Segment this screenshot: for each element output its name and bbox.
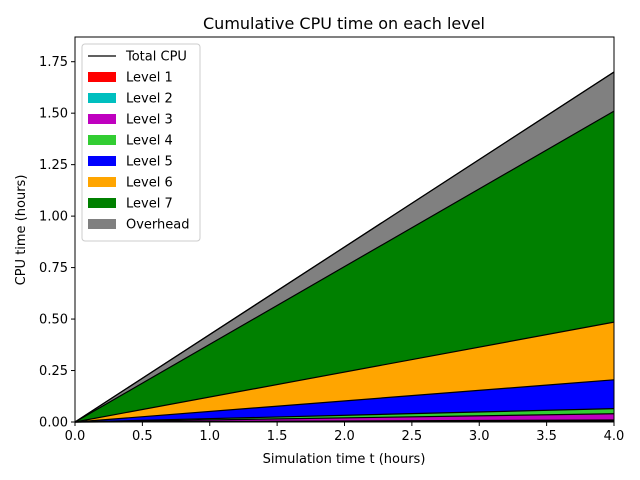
y-tick-label: 1.25 <box>39 158 68 173</box>
legend-label-level-7: Level 7 <box>126 197 173 212</box>
series-line-total-cpu <box>74 71 615 423</box>
legend-swatch-overhead <box>88 219 116 229</box>
x-axis-label: Simulation time t (hours) <box>263 452 426 467</box>
y-tick-label: 1.50 <box>39 107 68 122</box>
y-axis-label: CPU time (hours) <box>14 175 29 286</box>
boundary-level-4 <box>74 408 615 423</box>
legend-label-level-6: Level 6 <box>126 176 173 191</box>
legend-label-level-1: Level 1 <box>126 71 173 86</box>
boundary-level-5 <box>74 379 615 423</box>
y-tick-label: 0.25 <box>39 364 68 379</box>
legend-swatch-level-1 <box>88 72 116 82</box>
x-tick-label: 0.0 <box>65 429 86 444</box>
legend: Total CPU Level 1 Level 2 Level 3 Level 4 Lev… <box>81 43 201 242</box>
y-tick-label: 1.00 <box>39 210 68 225</box>
x-axis-ticks: 0.0 0.5 1.0 1.5 2.0 2.5 3.0 3.5 4.0 <box>65 422 625 444</box>
chart-title: Cumulative CPU time on each level <box>203 14 485 33</box>
x-tick-label: 3.5 <box>536 429 557 444</box>
legend-swatch-level-6 <box>88 177 116 187</box>
y-tick-label: 0.75 <box>39 261 68 276</box>
legend-label-level-4: Level 4 <box>126 134 173 149</box>
x-tick-label: 1.0 <box>199 429 220 444</box>
legend-label-level-3: Level 3 <box>126 113 173 128</box>
boundary-level-3 <box>74 413 615 423</box>
legend-label-level-5: Level 5 <box>126 155 173 170</box>
legend-swatch-level-2 <box>88 93 116 103</box>
x-tick-label: 2.0 <box>334 429 355 444</box>
x-tick-label: 3.0 <box>469 429 490 444</box>
x-tick-label: 1.5 <box>267 429 288 444</box>
x-tick-label: 2.5 <box>402 429 423 444</box>
x-tick-label: 0.5 <box>132 429 153 444</box>
legend-swatch-level-5 <box>88 156 116 166</box>
legend-swatch-level-3 <box>88 114 116 124</box>
legend-label-overhead: Overhead <box>126 218 190 233</box>
y-tick-label: 0.50 <box>39 313 68 328</box>
legend-label-total-cpu: Total CPU <box>125 50 187 65</box>
y-tick-label: 1.75 <box>39 55 68 70</box>
legend-swatch-level-4 <box>88 135 116 145</box>
boundary-level-7 <box>74 110 615 423</box>
legend-swatch-level-7 <box>88 198 116 208</box>
legend-label-level-2: Level 2 <box>126 92 173 107</box>
x-tick-label: 4.0 <box>604 429 625 444</box>
boundary-level-6 <box>74 321 615 423</box>
y-axis-ticks: 0.00 0.25 0.50 0.75 1.00 1.25 1.50 1.75 <box>39 55 75 431</box>
y-tick-label: 0.00 <box>39 416 68 431</box>
